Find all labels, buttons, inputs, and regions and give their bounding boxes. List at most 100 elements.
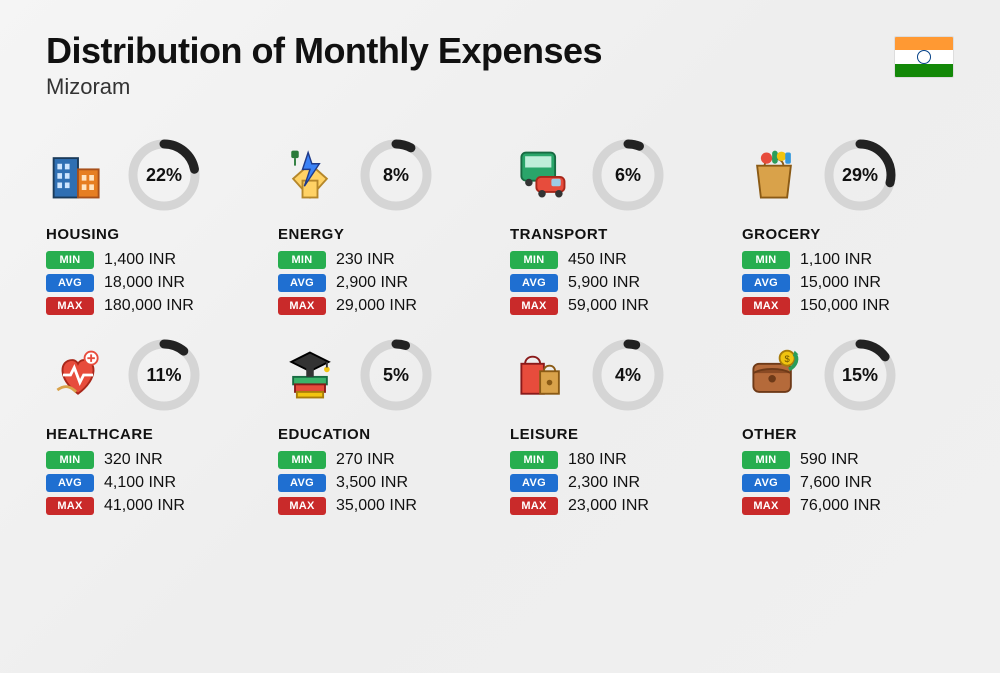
category-card-housing: 22% HOUSING MIN 1,400 INR AVG 18,000 INR… [46, 140, 258, 320]
flag-chakra-icon [917, 50, 931, 64]
max-pill: MAX [742, 497, 790, 515]
min-pill: MIN [46, 251, 94, 269]
max-pill: MAX [278, 497, 326, 515]
percent-label: 15% [824, 339, 896, 411]
max-row: MAX 76,000 INR [742, 497, 954, 515]
percent-label: 11% [128, 339, 200, 411]
avg-row: AVG 15,000 INR [742, 274, 954, 292]
avg-value: 5,900 INR [568, 274, 640, 292]
avg-value: 7,600 INR [800, 474, 872, 492]
max-row: MAX 59,000 INR [510, 297, 722, 315]
card-top: 11% [46, 340, 258, 410]
category-name: HOUSING [46, 226, 258, 243]
energy-icon [278, 143, 342, 207]
max-value: 76,000 INR [800, 497, 881, 515]
percent-donut: 22% [128, 139, 200, 211]
min-row: MIN 320 INR [46, 451, 258, 469]
header: Distribution of Monthly Expenses Mizoram [46, 30, 954, 100]
title-block: Distribution of Monthly Expenses Mizoram [46, 30, 602, 100]
min-value: 1,400 INR [104, 251, 176, 269]
min-row: MIN 450 INR [510, 251, 722, 269]
avg-pill: AVG [510, 474, 558, 492]
max-row: MAX 29,000 INR [278, 297, 490, 315]
card-top: 22% [46, 140, 258, 210]
min-value: 320 INR [104, 451, 163, 469]
category-name: HEALTHCARE [46, 426, 258, 443]
percent-label: 4% [592, 339, 664, 411]
avg-value: 4,100 INR [104, 474, 176, 492]
category-name: GROCERY [742, 226, 954, 243]
category-name: LEISURE [510, 426, 722, 443]
percent-label: 6% [592, 139, 664, 211]
avg-pill: AVG [742, 474, 790, 492]
education-icon [278, 343, 342, 407]
min-row: MIN 1,400 INR [46, 251, 258, 269]
avg-row: AVG 2,300 INR [510, 474, 722, 492]
max-row: MAX 150,000 INR [742, 297, 954, 315]
max-value: 23,000 INR [568, 497, 649, 515]
max-pill: MAX [46, 497, 94, 515]
avg-row: AVG 2,900 INR [278, 274, 490, 292]
max-row: MAX 180,000 INR [46, 297, 258, 315]
min-pill: MIN [510, 451, 558, 469]
category-name: EDUCATION [278, 426, 490, 443]
percent-donut: 29% [824, 139, 896, 211]
avg-row: AVG 18,000 INR [46, 274, 258, 292]
other-icon: $ [742, 343, 806, 407]
min-row: MIN 590 INR [742, 451, 954, 469]
card-top: 4% [510, 340, 722, 410]
avg-value: 2,900 INR [336, 274, 408, 292]
page-subtitle: Mizoram [46, 74, 602, 100]
card-top: 8% [278, 140, 490, 210]
max-value: 41,000 INR [104, 497, 185, 515]
max-pill: MAX [278, 297, 326, 315]
percent-donut: 4% [592, 339, 664, 411]
category-card-healthcare: 11% HEALTHCARE MIN 320 INR AVG 4,100 INR… [46, 340, 258, 520]
min-row: MIN 230 INR [278, 251, 490, 269]
min-row: MIN 270 INR [278, 451, 490, 469]
india-flag-icon [894, 36, 954, 78]
avg-pill: AVG [46, 474, 94, 492]
min-value: 270 INR [336, 451, 395, 469]
healthcare-icon [46, 343, 110, 407]
leisure-icon [510, 343, 574, 407]
avg-row: AVG 7,600 INR [742, 474, 954, 492]
page-title: Distribution of Monthly Expenses [46, 30, 602, 72]
max-value: 180,000 INR [104, 297, 194, 315]
min-row: MIN 1,100 INR [742, 251, 954, 269]
max-value: 150,000 INR [800, 297, 890, 315]
avg-pill: AVG [278, 474, 326, 492]
category-name: OTHER [742, 426, 954, 443]
percent-donut: 11% [128, 339, 200, 411]
max-pill: MAX [510, 497, 558, 515]
min-pill: MIN [46, 451, 94, 469]
card-top: 5% [278, 340, 490, 410]
category-name: ENERGY [278, 226, 490, 243]
grocery-icon [742, 143, 806, 207]
category-name: TRANSPORT [510, 226, 722, 243]
max-value: 35,000 INR [336, 497, 417, 515]
min-value: 180 INR [568, 451, 627, 469]
min-value: 590 INR [800, 451, 859, 469]
category-card-grocery: 29% GROCERY MIN 1,100 INR AVG 15,000 INR… [742, 140, 954, 320]
min-row: MIN 180 INR [510, 451, 722, 469]
max-value: 29,000 INR [336, 297, 417, 315]
min-value: 450 INR [568, 251, 627, 269]
percent-donut: 6% [592, 139, 664, 211]
min-value: 1,100 INR [800, 251, 872, 269]
avg-pill: AVG [742, 274, 790, 292]
min-pill: MIN [510, 251, 558, 269]
category-card-energy: 8% ENERGY MIN 230 INR AVG 2,900 INR MAX … [278, 140, 490, 320]
percent-donut: 8% [360, 139, 432, 211]
avg-value: 2,300 INR [568, 474, 640, 492]
max-value: 59,000 INR [568, 297, 649, 315]
card-top: $ 15% [742, 340, 954, 410]
max-row: MAX 23,000 INR [510, 497, 722, 515]
min-pill: MIN [278, 451, 326, 469]
avg-value: 18,000 INR [104, 274, 185, 292]
percent-donut: 15% [824, 339, 896, 411]
min-pill: MIN [742, 251, 790, 269]
percent-label: 5% [360, 339, 432, 411]
avg-value: 15,000 INR [800, 274, 881, 292]
housing-icon [46, 143, 110, 207]
